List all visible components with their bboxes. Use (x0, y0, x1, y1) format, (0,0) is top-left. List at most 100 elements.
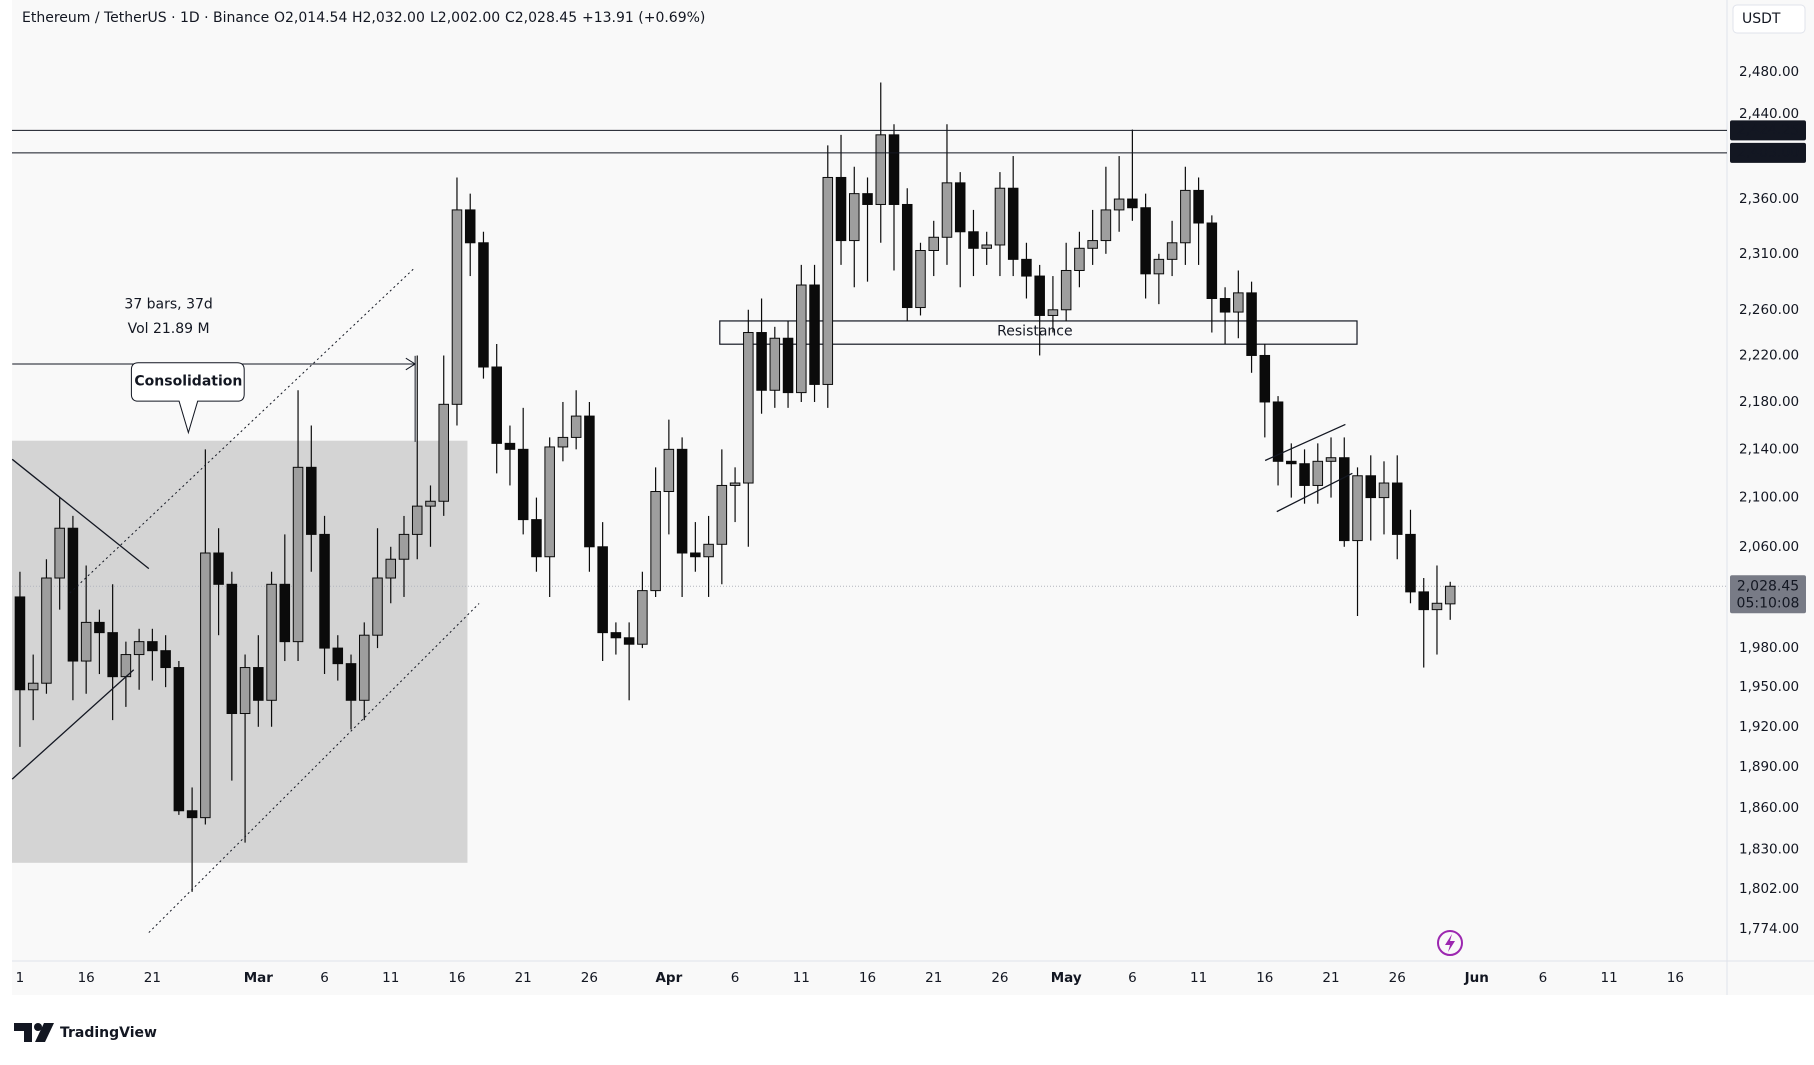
x-tick-label: 11 (1190, 970, 1207, 986)
x-tick-label: 6 (1539, 970, 1548, 986)
callout-box (130, 362, 245, 435)
callout-label: Consolidation (134, 373, 242, 389)
candle-body (1444, 585, 1456, 605)
candle-body (1193, 189, 1204, 224)
candle-body (14, 596, 26, 691)
x-tick-label: 1 (16, 970, 25, 986)
candle-body (743, 332, 754, 484)
candle-body (359, 634, 370, 701)
candle-body (862, 193, 873, 205)
candle-body (1325, 457, 1337, 462)
candle-body (756, 332, 767, 391)
candle-body (597, 546, 608, 634)
candle-body (67, 527, 79, 662)
candle-body (438, 403, 449, 502)
candle-body (1127, 198, 1138, 209)
candle-body (1246, 292, 1257, 356)
candle-body (319, 533, 330, 649)
y-tick-label: 2,360.00 (1739, 191, 1799, 207)
y-tick-label: 1,950.00 (1739, 679, 1799, 695)
candle-body (173, 667, 185, 812)
flag-line (1276, 472, 1353, 513)
brand-name[interactable]: TradingView (60, 1025, 157, 1041)
currency[interactable]: USDT (1742, 11, 1781, 27)
candle-body (1060, 269, 1072, 311)
currency-box[interactable] (1732, 4, 1806, 34)
candle-body (1180, 189, 1191, 244)
x-tick-label: 21 (515, 970, 532, 986)
candle-body (1219, 297, 1231, 313)
candle-body (1418, 591, 1429, 611)
logo-dot[interactable] (34, 1023, 42, 1031)
candle-body (451, 209, 463, 405)
drawings-front: 37 bars, 37d Vol 21.89 M Consolidation Resi… (11, 129, 1727, 933)
candle-body (822, 176, 834, 385)
alert-bolt[interactable] (1445, 934, 1455, 952)
y-tick-label: 2,220.00 (1739, 347, 1799, 363)
y-tick-label: 1,802.00 (1739, 881, 1799, 897)
candle-body (690, 552, 701, 558)
candle-body (835, 176, 847, 242)
x-tick-label: 6 (320, 970, 329, 986)
candle-body (266, 583, 277, 701)
candle-body (491, 366, 502, 444)
header: Ethereum / TetherUS · 1D · Binance O2,01… (22, 10, 705, 26)
candle-body (981, 244, 992, 249)
alert-icon[interactable] (1437, 930, 1463, 956)
candle-body (160, 650, 171, 669)
candle-body (637, 590, 648, 645)
candle-body (1166, 242, 1178, 260)
x-tick-label: 11 (793, 970, 810, 986)
y-tick-label: 1,920.00 (1739, 719, 1799, 735)
x-tick-label: 21 (925, 970, 942, 986)
y-tick-label: 1,830.00 (1739, 842, 1799, 858)
candle-body (968, 231, 979, 249)
candle-body (623, 637, 635, 645)
candle-body (1286, 460, 1297, 465)
symbol: Ethereum / TetherUS · 1D · Binance (22, 10, 269, 26)
candle-body (1007, 187, 1019, 260)
candle-body (27, 682, 39, 691)
candle-body (875, 134, 887, 205)
level-label: 2,403.00 (1737, 145, 1799, 161)
level-label-box (1730, 142, 1806, 163)
high-value: H2,032.00 (352, 10, 425, 26)
x-tick-label: 16 (1667, 970, 1684, 986)
candle-body (796, 284, 807, 394)
x-tick-label: 26 (581, 970, 598, 986)
candle-body (186, 810, 198, 819)
time-axis-area (12, 961, 1727, 995)
candle-body (517, 448, 529, 521)
logo-mark[interactable] (35, 1023, 54, 1042)
candle-body (213, 552, 224, 585)
x-tick-label: 16 (448, 970, 465, 986)
candle-body (80, 621, 92, 662)
candle-body (809, 284, 820, 385)
candles (14, 82, 1456, 892)
y-tick-label: 1,860.00 (1739, 800, 1799, 816)
candle-body (94, 621, 105, 634)
candle-body (716, 484, 728, 545)
candle-body (729, 482, 741, 486)
candle-body (531, 519, 542, 558)
last-price-box (1730, 575, 1806, 614)
logo-mark[interactable] (14, 1023, 32, 1042)
candle-body (1087, 240, 1098, 249)
candle-body (901, 203, 913, 309)
x-tick-label: 21 (1322, 970, 1339, 986)
candle-body (1100, 209, 1112, 242)
x-tick-label: Jun (1464, 970, 1489, 986)
alert-circle[interactable] (1437, 930, 1463, 956)
close-value: C2,028.45 (505, 10, 577, 26)
y-tick-label: 2,140.00 (1739, 441, 1799, 457)
candle-body (1140, 207, 1151, 275)
logo[interactable]: TradingView (14, 1023, 157, 1042)
candle-body (584, 415, 595, 548)
candle-body (1312, 460, 1324, 486)
x-tick-label: 16 (1256, 970, 1273, 986)
candle-body (239, 667, 251, 715)
y-tick-label: 1,890.00 (1739, 759, 1799, 775)
candle-body (226, 583, 238, 715)
x-tick-label: Apr (655, 970, 682, 986)
